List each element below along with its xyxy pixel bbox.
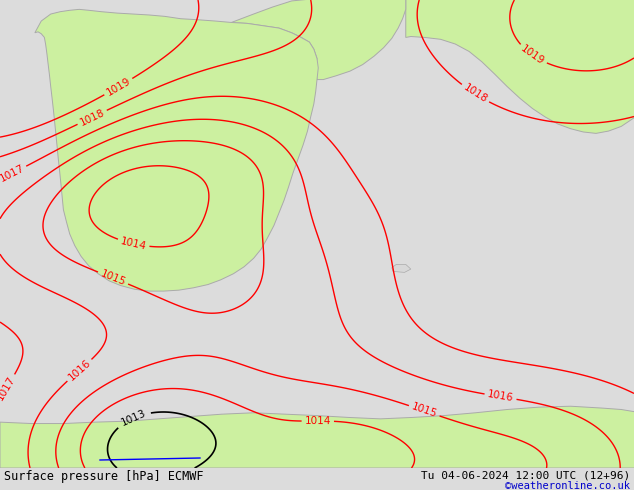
Text: 1015: 1015 [410, 402, 438, 420]
Text: 1016: 1016 [487, 390, 514, 404]
Text: 1018: 1018 [462, 82, 489, 105]
Text: 1013: 1013 [119, 408, 148, 428]
Polygon shape [406, 0, 634, 133]
Text: 1019: 1019 [519, 44, 547, 67]
Polygon shape [231, 0, 406, 79]
Text: Tu 04-06-2024 12:00 UTC (12+96): Tu 04-06-2024 12:00 UTC (12+96) [421, 470, 630, 480]
Text: 1016: 1016 [67, 358, 93, 383]
Text: 1019: 1019 [105, 76, 133, 98]
Text: 1015: 1015 [99, 269, 127, 288]
Text: 1018: 1018 [78, 107, 107, 127]
Polygon shape [35, 9, 318, 291]
Text: 1017: 1017 [0, 374, 17, 402]
Text: 1017: 1017 [0, 163, 26, 184]
Text: ©weatheronline.co.uk: ©weatheronline.co.uk [505, 481, 630, 490]
Text: 1014: 1014 [119, 236, 148, 251]
Polygon shape [392, 265, 411, 272]
Polygon shape [0, 406, 634, 468]
Text: Surface pressure [hPa] ECMWF: Surface pressure [hPa] ECMWF [4, 469, 204, 483]
Text: 1014: 1014 [304, 416, 331, 426]
